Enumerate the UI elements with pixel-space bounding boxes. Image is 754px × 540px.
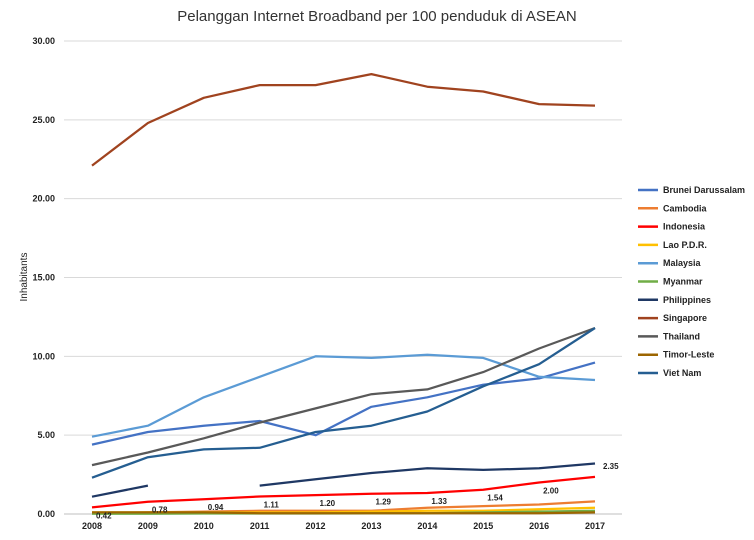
legend-label: Cambodia: [663, 203, 708, 213]
data-label: 1.33: [431, 497, 447, 506]
legend: Brunei Darussalam Cambodia Indonesia Lao P.…: [638, 185, 745, 378]
x-tick-label: 2016: [529, 521, 549, 531]
legend-label: Timor-Leste: [663, 350, 714, 360]
x-tick-label: 2014: [417, 521, 437, 531]
series-line-timor-leste: [92, 511, 596, 515]
x-tick-label: 2015: [473, 521, 493, 531]
x-tick-label: 2011: [250, 521, 270, 531]
x-tick-label: 2017: [585, 521, 605, 531]
y-tick-label: 5.00: [37, 430, 55, 440]
y-axis-label: Inhabitants: [19, 253, 30, 302]
x-tick-label: 2013: [361, 521, 381, 531]
legend-label: Philippines: [663, 295, 711, 305]
data-label: 1.54: [487, 494, 503, 503]
series-line-philippines: [259, 462, 596, 487]
legend-label: Brunei Darussalam: [663, 185, 745, 195]
series-line-philippines: [91, 484, 149, 498]
y-tick-label: 20.00: [32, 194, 55, 204]
y-tick-label: 30.00: [32, 36, 55, 46]
series-line-indonesia: [91, 475, 596, 509]
y-tick-label: 0.00: [37, 509, 55, 519]
data-label: 2.00: [543, 486, 559, 495]
data-label: 1.20: [320, 499, 336, 508]
x-tick-label: 2010: [194, 521, 214, 531]
data-label: 0.78: [152, 506, 168, 515]
y-tick-label: 10.00: [32, 351, 55, 361]
data-labels: 0.42 0.78 0.94 1.11 1.20 1.29 1.33 1.54 2.00 2.35: [96, 462, 619, 520]
series-line-thailand: [91, 326, 596, 467]
data-label: 0.42: [96, 511, 112, 520]
series-line-singapore: [91, 72, 596, 167]
y-tick-label: 25.00: [32, 115, 55, 125]
data-label: 1.11: [264, 500, 280, 509]
axes: 0.00 5.00 10.00 15.00 20.00 25.00 30.00 2008 200…: [32, 36, 622, 531]
x-tick-label: 2009: [138, 521, 158, 531]
x-tick-label: 2012: [306, 521, 326, 531]
x-tick-label: 2008: [82, 521, 102, 531]
series-line-brunei-darussalam: [91, 361, 596, 446]
y-tick-label: 15.00: [32, 273, 55, 283]
data-label: 1.29: [375, 498, 391, 507]
legend-label: Indonesia: [663, 222, 706, 232]
series-line-viet-nam: [91, 327, 596, 479]
chart-title: Pelanggan Internet Broadband per 100 pen…: [177, 8, 577, 25]
legend-label: Thailand: [663, 331, 700, 341]
legend-label: Viet Nam: [663, 368, 701, 378]
legend-label: Lao P.D.R.: [663, 240, 707, 250]
data-label: 2.35: [603, 462, 619, 471]
data-label: 0.94: [208, 503, 224, 512]
series-line-malaysia: [91, 353, 596, 438]
series-lines: [91, 72, 596, 515]
legend-label: Malaysia: [663, 258, 702, 268]
legend-label: Myanmar: [663, 277, 703, 287]
legend-label: Singapore: [663, 313, 707, 323]
